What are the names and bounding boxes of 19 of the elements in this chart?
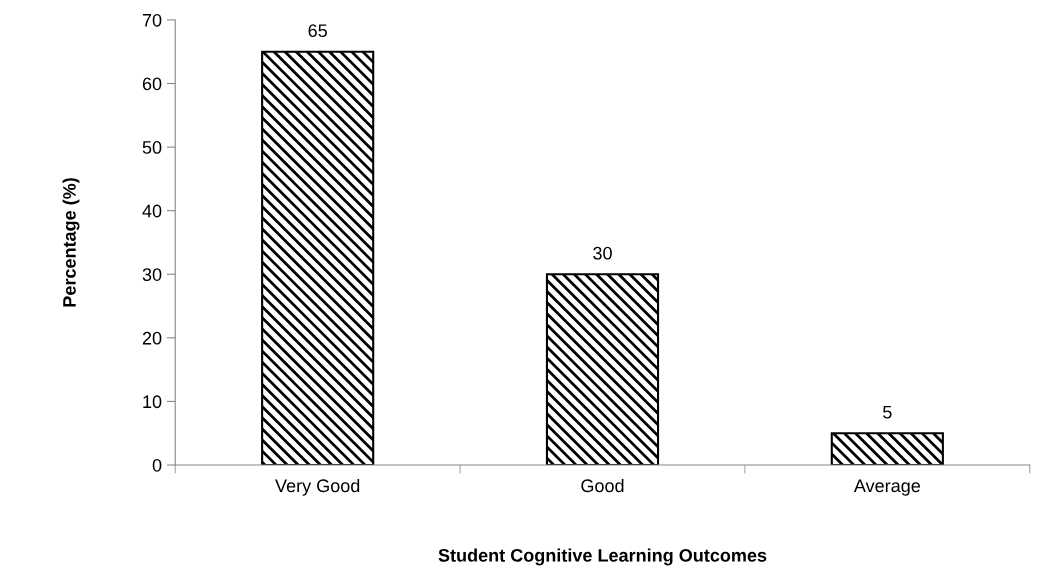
- y-tick-label: 20: [142, 331, 162, 345]
- y-tick-label: 10: [143, 395, 162, 409]
- y-tick-label: 70: [142, 13, 162, 27]
- y-tick-label: 50: [142, 141, 162, 154]
- y-axis-title: Percentage (%): [62, 178, 80, 307]
- y-tick-label: 0: [152, 458, 162, 472]
- x-tick-label: Good: [581, 478, 624, 493]
- data-label: 5: [883, 405, 892, 419]
- data-label: 30: [593, 246, 612, 260]
- x-tick-label: Very Good: [275, 478, 360, 496]
- y-tick-label: 40: [142, 204, 162, 218]
- x-tick-label: Average: [853, 479, 920, 496]
- y-tick-label: 60: [142, 77, 162, 91]
- bar: [545, 273, 660, 465]
- data-label: 65: [308, 24, 327, 38]
- bar: [261, 50, 375, 465]
- y-tick-label: 30: [142, 268, 162, 281]
- bar: [830, 432, 944, 465]
- x-axis-title: Student Cognitive Learning Outcomes: [438, 548, 767, 566]
